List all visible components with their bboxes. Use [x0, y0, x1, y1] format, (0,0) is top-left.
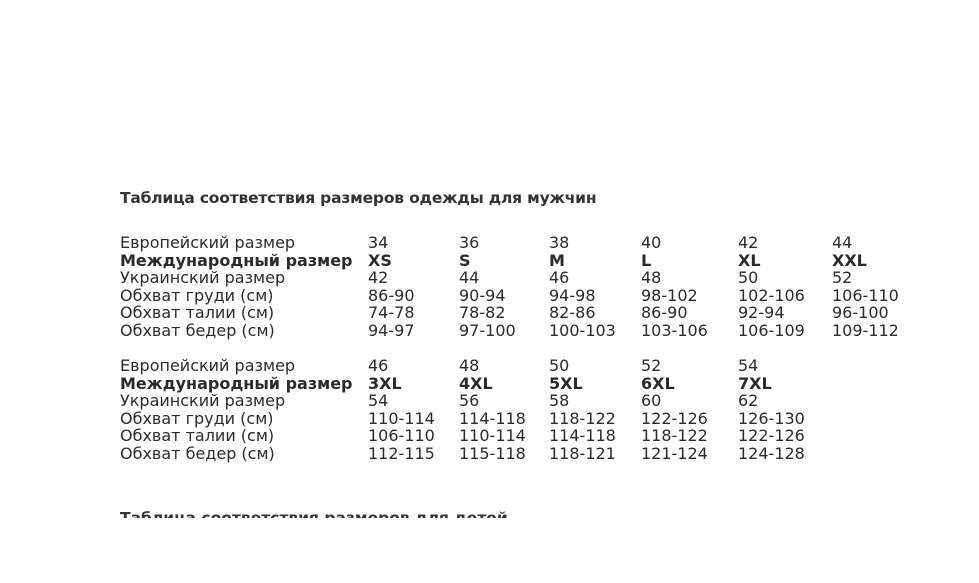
table-cell: 62	[738, 391, 759, 411]
row-label: Европейский размер	[120, 233, 296, 252]
table-cell: 54	[738, 356, 759, 375]
table-cell: 110-114	[459, 426, 526, 446]
row-label: Обхват талии (см)	[120, 303, 275, 323]
table-cell: 60	[641, 391, 662, 411]
table-cell: 50	[549, 356, 570, 375]
row-label: Международный размер	[120, 373, 353, 393]
row-label: Обхват груди (см)	[120, 285, 274, 305]
row-label: Европейский размер	[120, 356, 296, 375]
table-cell: 38	[549, 233, 570, 252]
next-section-title-clipped: Таблица соответствия размеров для детей	[120, 500, 620, 518]
table-cell: 7XL	[738, 373, 772, 393]
table-cell: XS	[368, 250, 392, 270]
table-cell: 36	[459, 233, 480, 252]
table-cell: 34	[368, 233, 389, 252]
table-cell: 122-126	[738, 426, 805, 446]
table-cell: 44	[459, 268, 480, 288]
row-label: Обхват бедер (см)	[120, 443, 275, 463]
table-cell: 121-124	[641, 443, 708, 463]
table-cell: 118-121	[549, 443, 616, 463]
row-label: Украинский размер	[120, 268, 286, 288]
table-cell: 109-112	[832, 320, 899, 340]
table-cell: XXL	[832, 250, 867, 270]
table-cell: 52	[832, 268, 853, 288]
table-cell: 48	[459, 356, 480, 375]
table-cell: 56	[459, 391, 480, 411]
table-cell: 97-100	[459, 320, 516, 340]
table-cell: 114-118	[549, 426, 616, 446]
table-cell: 74-78	[368, 303, 415, 323]
table-cell: 86-90	[368, 285, 415, 305]
table-cell: 44	[832, 233, 853, 252]
table-cell: 46	[549, 268, 570, 288]
table-cell: 103-106	[641, 320, 708, 340]
table-cell: M	[549, 250, 565, 270]
table-cell: 58	[549, 391, 570, 411]
table-cell: 126-130	[738, 408, 805, 428]
table-cell: 90-94	[459, 285, 506, 305]
table-cell: 50	[738, 268, 759, 288]
table-cell: S	[459, 250, 471, 270]
table-cell: 78-82	[459, 303, 506, 323]
row-label: Международный размер	[120, 250, 353, 270]
table-cell: 124-128	[738, 443, 805, 463]
table-cell: 115-118	[459, 443, 526, 463]
table-cell: 52	[641, 356, 662, 375]
table-cell: L	[641, 250, 652, 270]
table-cell: 106-110	[368, 426, 435, 446]
table-cell: 94-98	[549, 285, 596, 305]
next-section-title: Таблица соответствия размеров для детей	[120, 509, 508, 518]
table-cell: 100-103	[549, 320, 616, 340]
row-label: Обхват бедер (см)	[120, 320, 275, 340]
row-label: Обхват груди (см)	[120, 408, 274, 428]
table-cell: 86-90	[641, 303, 688, 323]
table-cell: 118-122	[549, 408, 616, 428]
table-cell: 106-109	[738, 320, 805, 340]
table-cell: 48	[641, 268, 662, 288]
table-cell: 46	[368, 356, 389, 375]
table-cell: 92-94	[738, 303, 785, 323]
table-cell: 42	[738, 233, 759, 252]
table-cell: 114-118	[459, 408, 526, 428]
row-label: Обхват талии (см)	[120, 426, 275, 446]
table-cell: 54	[368, 391, 389, 411]
table-cell: 102-106	[738, 285, 805, 305]
table-cell: 5XL	[549, 373, 583, 393]
table-cell: XL	[738, 250, 761, 270]
table-cell: 110-114	[368, 408, 435, 428]
table-cell: 42	[368, 268, 389, 288]
table-cell: 106-110	[832, 285, 899, 305]
table-cell: 6XL	[641, 373, 675, 393]
table-cell: 112-115	[368, 443, 435, 463]
table-cell: 122-126	[641, 408, 708, 428]
table-cell: 96-100	[832, 303, 889, 323]
table-cell: 118-122	[641, 426, 708, 446]
row-label: Украинский размер	[120, 391, 286, 411]
table-cell: 3XL	[368, 373, 402, 393]
table-cell: 4XL	[459, 373, 493, 393]
table-cell: 40	[641, 233, 662, 252]
table-cell: 82-86	[549, 303, 596, 323]
table-cell: 98-102	[641, 285, 698, 305]
page-title: Таблица соответствия размеров одежды для…	[120, 189, 597, 207]
table-cell: 94-97	[368, 320, 415, 340]
